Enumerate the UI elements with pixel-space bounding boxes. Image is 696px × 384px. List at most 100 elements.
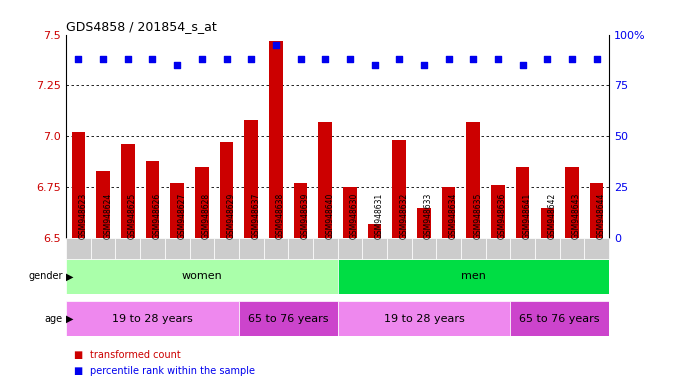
Bar — [165, 238, 189, 259]
Bar — [239, 301, 338, 336]
Bar — [411, 238, 436, 259]
Bar — [90, 238, 116, 259]
Bar — [220, 142, 233, 238]
Point — [345, 56, 356, 62]
Bar — [535, 238, 560, 259]
Text: GSM948626: GSM948626 — [152, 192, 161, 239]
Bar — [541, 207, 554, 238]
Point — [567, 56, 578, 62]
Bar — [319, 122, 332, 238]
Bar — [466, 122, 480, 238]
Text: GDS4858 / 201854_s_at: GDS4858 / 201854_s_at — [66, 20, 217, 33]
Bar — [140, 238, 165, 259]
Text: GSM948631: GSM948631 — [374, 192, 383, 239]
Text: GSM948624: GSM948624 — [103, 192, 112, 239]
Text: GSM948637: GSM948637 — [251, 192, 260, 239]
Bar — [387, 238, 411, 259]
Bar — [461, 238, 486, 259]
Text: ■: ■ — [73, 366, 82, 376]
Bar — [417, 207, 431, 238]
Point — [517, 62, 528, 68]
Bar — [66, 259, 338, 294]
Point — [394, 56, 405, 62]
Bar — [121, 144, 134, 238]
Bar — [338, 259, 609, 294]
Text: 19 to 28 years: 19 to 28 years — [383, 314, 464, 324]
Point — [122, 56, 134, 62]
Point — [443, 56, 454, 62]
Text: GSM948632: GSM948632 — [400, 192, 409, 239]
Text: GSM948627: GSM948627 — [177, 192, 186, 239]
Text: GSM948644: GSM948644 — [596, 192, 606, 239]
Bar — [269, 41, 283, 238]
Point — [172, 62, 183, 68]
Bar — [171, 183, 184, 238]
Bar — [244, 120, 258, 238]
Bar — [486, 238, 510, 259]
Text: GSM948633: GSM948633 — [424, 192, 433, 239]
Bar — [367, 224, 381, 238]
Bar — [72, 132, 85, 238]
Text: 65 to 76 years: 65 to 76 years — [248, 314, 329, 324]
Text: percentile rank within the sample: percentile rank within the sample — [90, 366, 255, 376]
Bar — [436, 238, 461, 259]
Point — [147, 56, 158, 62]
Point — [418, 62, 429, 68]
Text: GSM948636: GSM948636 — [498, 192, 507, 239]
Text: ▶: ▶ — [66, 314, 74, 324]
Point — [295, 56, 306, 62]
Bar — [288, 238, 313, 259]
Bar — [116, 238, 140, 259]
Bar — [565, 167, 579, 238]
Point — [468, 56, 479, 62]
Text: GSM948642: GSM948642 — [547, 192, 556, 239]
Bar — [362, 238, 387, 259]
Point — [270, 42, 281, 48]
Bar — [195, 167, 209, 238]
Point — [369, 62, 380, 68]
Bar — [491, 185, 505, 238]
Text: gender: gender — [28, 271, 63, 281]
Bar — [516, 167, 530, 238]
Bar — [66, 238, 90, 259]
Text: GSM948638: GSM948638 — [276, 192, 285, 239]
Bar — [313, 238, 338, 259]
Bar — [264, 238, 288, 259]
Bar — [510, 301, 609, 336]
Bar — [214, 238, 239, 259]
Text: women: women — [182, 271, 222, 281]
Bar — [338, 301, 510, 336]
Bar — [560, 238, 585, 259]
Bar — [96, 171, 110, 238]
Point — [319, 56, 331, 62]
Text: ▶: ▶ — [66, 271, 74, 281]
Text: GSM948639: GSM948639 — [301, 192, 310, 239]
Text: GSM948630: GSM948630 — [350, 192, 359, 239]
Bar — [189, 238, 214, 259]
Text: GSM948635: GSM948635 — [473, 192, 482, 239]
Point — [541, 56, 553, 62]
Text: GSM948641: GSM948641 — [523, 192, 532, 239]
Bar — [590, 183, 603, 238]
Point — [492, 56, 503, 62]
Text: GSM948634: GSM948634 — [449, 192, 457, 239]
Bar — [294, 183, 308, 238]
Text: GSM948629: GSM948629 — [226, 192, 235, 239]
Point — [97, 56, 109, 62]
Point — [73, 56, 84, 62]
Text: GSM948628: GSM948628 — [202, 193, 211, 239]
Bar — [585, 238, 609, 259]
Bar — [510, 238, 535, 259]
Text: GSM948625: GSM948625 — [128, 192, 137, 239]
Point — [246, 56, 257, 62]
Point — [591, 56, 602, 62]
Text: ■: ■ — [73, 350, 82, 360]
Bar — [145, 161, 159, 238]
Text: age: age — [45, 314, 63, 324]
Bar — [66, 301, 239, 336]
Bar — [239, 238, 264, 259]
Text: GSM948640: GSM948640 — [325, 192, 334, 239]
Text: 65 to 76 years: 65 to 76 years — [519, 314, 600, 324]
Text: GSM948623: GSM948623 — [79, 192, 88, 239]
Text: men: men — [461, 271, 486, 281]
